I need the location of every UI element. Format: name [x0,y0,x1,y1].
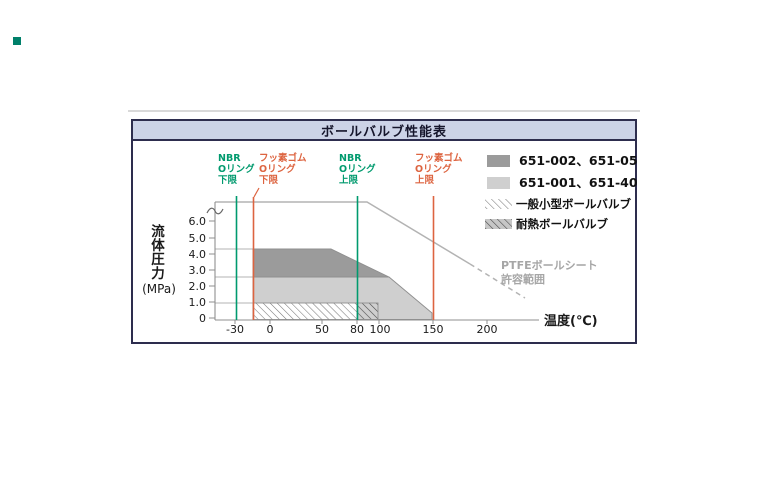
legend-swatch-dark [487,155,510,167]
limit-label-line: NBR [218,153,241,164]
limit-label-line: 上限 [339,174,359,186]
y-axis-title-char: 流 [151,223,165,240]
x-tick-label: 80 [350,323,364,336]
region-651-002-651-051 [252,248,390,278]
legend: 651-002、651-051 651-001、651-401 一般小型ボールバ… [485,153,637,231]
fluoro-upper-limit-label: フッ素ゴム Oリング 上限 [415,152,463,186]
x-tick-labels: -30 0 50 80 100 150 200 [226,323,497,336]
limit-label-line: Oリング [339,163,376,175]
limit-label-line: 下限 [259,175,279,186]
y-tick-label: 3.0 [189,264,207,277]
x-tick-label: 150 [423,323,444,336]
chart-title: ボールバルブ性能表 [320,124,447,140]
x-axis-title: 温度(℃) [544,313,598,329]
top-divider-rule [128,110,640,112]
x-axis-ticks [234,320,488,324]
limit-label-line: Oリング [218,163,255,175]
y-axis-ticks [209,220,215,319]
limit-label-line: フッ素ゴム [415,152,463,164]
limit-label-line: NBR [339,153,362,164]
corner-marker [13,37,21,45]
legend-label: 耐熱ボールバルブ [516,217,608,231]
chart-frame: ボールバルブ性能表 [131,119,637,344]
legend-label: 651-002、651-051 [519,153,637,168]
ptfe-annotation: PTFEボールシート 許容範囲 [501,258,598,286]
y-axis-title-char: 体 [151,237,165,254]
x-tick-label: 100 [370,323,391,336]
y-axis-unit: (MPa) [142,282,176,296]
y-tick-labels: 6.0 5.0 4.0 3.0 2.0 1.0 0 [189,215,207,325]
ptfe-boundary-line-dashed [469,263,526,299]
x-tick-label: 0 [267,323,274,336]
ptfe-annotation-line: 許容範囲 [501,272,545,286]
nbr-lower-limit-label: NBR Oリング 下限 [218,153,255,186]
region-heat-resistant-ball-valve [356,302,379,320]
y-tick-label: 2.0 [189,280,207,293]
region-general-small-ball-valve [252,302,358,320]
x-tick-label: 200 [477,323,498,336]
chart-title-bar: ボールバルブ性能表 [133,121,635,141]
nbr-upper-limit-label: NBR Oリング 上限 [339,153,376,186]
limit-label-line: フッ素ゴム [259,152,307,164]
legend-label: 一般小型ボールバルブ [516,197,631,211]
legend-swatch-hatch-light [485,199,512,209]
limit-label-line: 下限 [218,175,238,186]
y-axis-title: 流 体 圧 力 (MPa) [142,223,176,296]
y-axis-title-char: 圧 [151,252,165,268]
ptfe-annotation-line: PTFEボールシート [501,258,598,272]
fluoro-lower-limit-connector [253,187,260,198]
y-tick-label: 6.0 [189,215,207,228]
y-axis-title-char: 力 [151,265,165,282]
x-tick-label: 50 [315,323,329,336]
y-tick-label: 0 [199,312,206,325]
limit-label-line: Oリング [259,163,296,175]
ptfe-boundary-line-solid [215,201,471,265]
level-leader-lines [215,248,253,304]
legend-label: 651-001、651-401 [519,175,637,190]
y-axis-break-icon [206,207,224,215]
limit-label-line: 上限 [415,174,435,186]
y-tick-label: 4.0 [189,248,207,261]
legend-swatch-hatch-dark [485,219,512,229]
limit-label-line: Oリング [415,163,452,175]
legend-swatch-light [487,177,510,189]
x-tick-label: -30 [226,323,244,336]
y-tick-label: 1.0 [189,296,207,309]
y-tick-label: 5.0 [189,232,207,245]
performance-chart: 6.0 5.0 4.0 3.0 2.0 1.0 0 -30 0 50 80 10… [142,152,637,336]
fluoro-lower-limit-label: フッ素ゴム Oリング 下限 [259,152,307,186]
